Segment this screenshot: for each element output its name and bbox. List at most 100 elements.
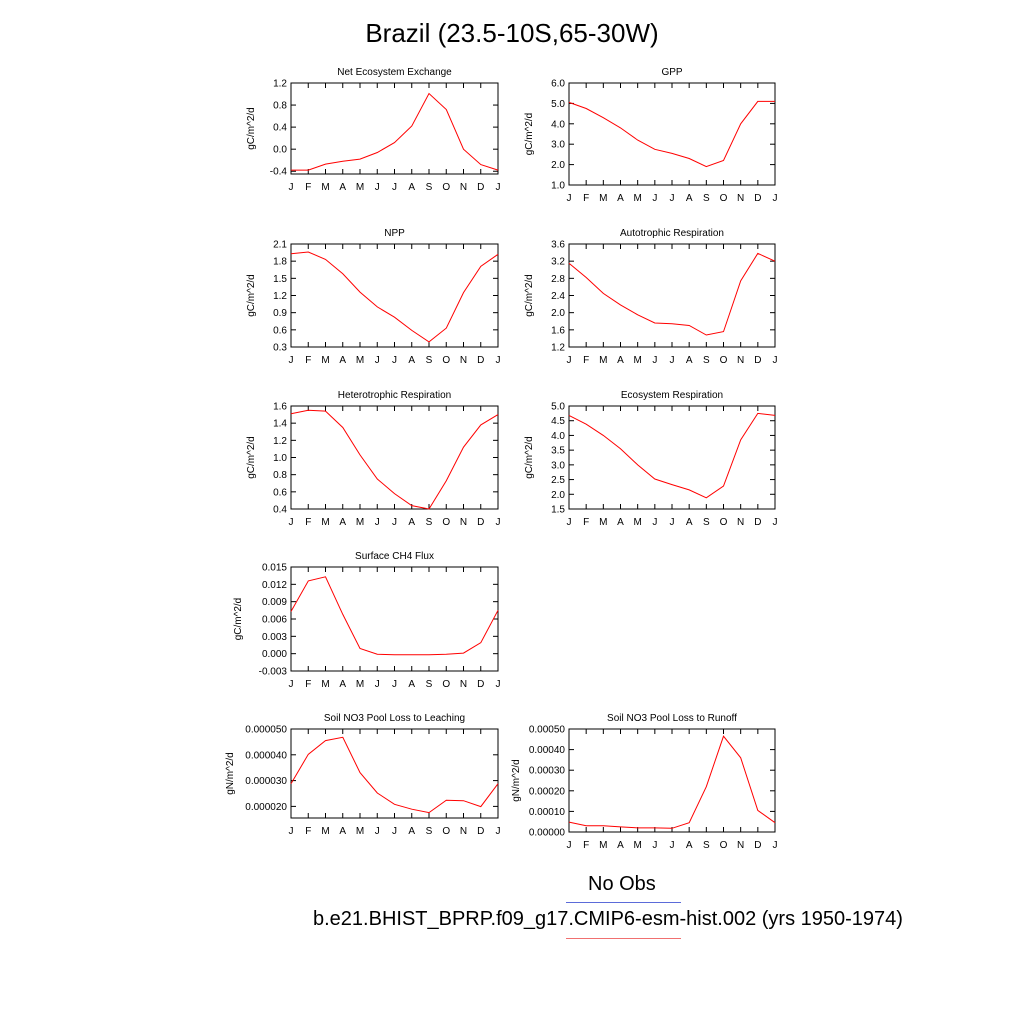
x-tick-label: J bbox=[652, 355, 657, 366]
panel-title: Autotrophic Respiration bbox=[620, 228, 724, 239]
x-tick-label: D bbox=[477, 182, 484, 193]
y-tick-label: 0.6 bbox=[273, 325, 287, 336]
x-tick-label: F bbox=[305, 517, 311, 528]
x-tick-label: J bbox=[392, 355, 397, 366]
panel-title: Soil NO3 Pool Loss to Leaching bbox=[324, 713, 465, 724]
x-tick-label: A bbox=[408, 517, 415, 528]
series-line bbox=[291, 92, 499, 171]
y-tick-label: 0.006 bbox=[262, 615, 287, 626]
x-tick-label: A bbox=[686, 517, 693, 528]
x-tick-label: N bbox=[460, 182, 467, 193]
x-tick-label: S bbox=[703, 355, 710, 366]
y-tick-label: 0.000040 bbox=[245, 750, 287, 761]
x-tick-label: J bbox=[289, 826, 294, 837]
plot-frame bbox=[290, 566, 499, 672]
panel-title: Heterotrophic Respiration bbox=[338, 390, 451, 401]
x-tick-label: S bbox=[703, 840, 710, 851]
x-tick-label: A bbox=[339, 826, 346, 837]
x-tick-label: M bbox=[599, 517, 607, 528]
x-tick-label: S bbox=[703, 193, 710, 204]
x-tick-label: O bbox=[442, 826, 450, 837]
x-tick-label: F bbox=[305, 679, 311, 690]
x-tick-label: J bbox=[289, 355, 294, 366]
y-tick-label: 0.6 bbox=[273, 487, 287, 498]
x-tick-label: F bbox=[583, 193, 589, 204]
y-tick-label: 1.5 bbox=[273, 274, 287, 285]
x-tick-label: M bbox=[356, 679, 364, 690]
x-tick-label: N bbox=[460, 679, 467, 690]
x-tick-label: N bbox=[737, 193, 744, 204]
panel-9: Soil NO3 Pool Loss to Runoff gN/m^2/d 0.00… bbox=[511, 713, 778, 851]
panel-7: Surface CH4 Flux gC/m^2/d -0.003 0.000 0.003… bbox=[233, 551, 501, 690]
x-tick-label: A bbox=[408, 182, 415, 193]
x-tick-label: A bbox=[408, 355, 415, 366]
panel-title: Net Ecosystem Exchange bbox=[337, 67, 452, 78]
x-tick-label: A bbox=[408, 826, 415, 837]
y-tick-label: 0.00030 bbox=[529, 766, 566, 777]
x-tick-label: M bbox=[599, 355, 607, 366]
x-tick-label: D bbox=[477, 679, 484, 690]
y-tick-label: 3.5 bbox=[551, 446, 565, 457]
plot-frame bbox=[568, 405, 776, 510]
x-tick-label: D bbox=[477, 355, 484, 366]
x-tick-label: M bbox=[356, 517, 364, 528]
x-tick-label: D bbox=[754, 517, 761, 528]
x-tick-label: A bbox=[339, 679, 346, 690]
x-tick-label: M bbox=[321, 355, 329, 366]
y-tick-label: 3.6 bbox=[551, 240, 565, 251]
y-tick-label: 3.0 bbox=[551, 140, 565, 151]
x-tick-label: S bbox=[426, 826, 433, 837]
x-tick-label: F bbox=[583, 840, 589, 851]
x-tick-label: J bbox=[392, 679, 397, 690]
y-tick-label: 2.4 bbox=[551, 291, 565, 302]
y-tick-label: 0.4 bbox=[273, 505, 287, 516]
x-tick-label: M bbox=[356, 355, 364, 366]
x-tick-label: J bbox=[375, 517, 380, 528]
x-tick-label: J bbox=[773, 840, 778, 851]
series-line bbox=[568, 412, 776, 499]
x-tick-label: J bbox=[567, 355, 572, 366]
legend-model-line bbox=[566, 938, 681, 939]
x-tick-label: O bbox=[442, 355, 450, 366]
y-tick-label: 2.0 bbox=[551, 490, 565, 501]
x-tick-label: A bbox=[339, 355, 346, 366]
x-tick-label: F bbox=[583, 517, 589, 528]
x-tick-label: N bbox=[737, 517, 744, 528]
y-tick-label: 3.0 bbox=[551, 460, 565, 471]
y-tick-label: -0.003 bbox=[259, 667, 288, 678]
x-tick-label: M bbox=[356, 826, 364, 837]
y-tick-label: 1.2 bbox=[273, 79, 287, 90]
panel-8: Soil NO3 Pool Loss to Leaching gN/m^2/d 0.… bbox=[225, 713, 501, 837]
x-tick-label: J bbox=[670, 355, 675, 366]
x-tick-label: N bbox=[737, 355, 744, 366]
x-tick-label: A bbox=[617, 840, 624, 851]
x-tick-label: J bbox=[496, 517, 501, 528]
y-axis-label: gC/m^2/d bbox=[524, 274, 535, 317]
x-tick-label: F bbox=[583, 355, 589, 366]
y-axis-label: gC/m^2/d bbox=[246, 436, 257, 479]
x-tick-label: J bbox=[773, 517, 778, 528]
x-tick-label: O bbox=[720, 840, 728, 851]
y-tick-label: 2.8 bbox=[551, 274, 565, 285]
series-line bbox=[290, 251, 499, 343]
y-tick-label: 0.0 bbox=[273, 145, 287, 156]
y-axis-label: gN/m^2/d bbox=[225, 752, 236, 795]
x-tick-label: J bbox=[773, 355, 778, 366]
x-tick-label: S bbox=[426, 355, 433, 366]
series-line bbox=[290, 409, 499, 510]
y-tick-label: 1.0 bbox=[551, 181, 565, 192]
series-line bbox=[568, 735, 776, 829]
series-line bbox=[568, 100, 775, 168]
x-tick-label: M bbox=[633, 355, 641, 366]
y-tick-label: 1.6 bbox=[551, 325, 565, 336]
x-tick-label: N bbox=[460, 517, 467, 528]
panel-title: GPP bbox=[661, 67, 682, 78]
y-tick-label: 1.2 bbox=[551, 343, 565, 354]
x-tick-label: M bbox=[633, 840, 641, 851]
panel-title: NPP bbox=[384, 228, 405, 239]
x-tick-label: M bbox=[633, 193, 641, 204]
y-tick-label: 1.6 bbox=[273, 402, 287, 413]
x-tick-label: J bbox=[496, 826, 501, 837]
y-tick-label: 2.1 bbox=[273, 240, 287, 251]
